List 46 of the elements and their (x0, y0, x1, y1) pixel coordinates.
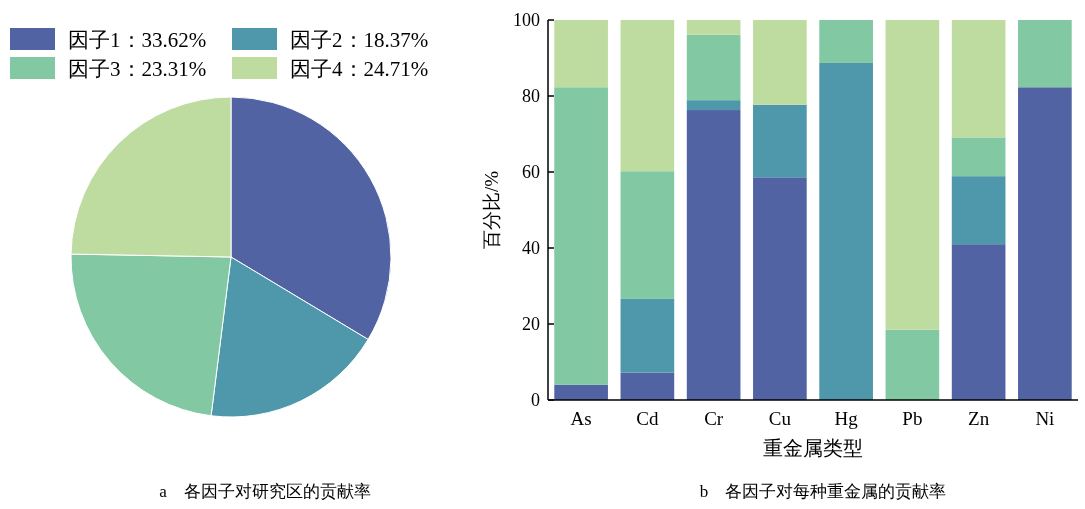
bar (620, 372, 675, 400)
bar (885, 329, 940, 400)
x-tick-label: Cd (636, 408, 659, 429)
x-tick-label: As (570, 408, 592, 429)
x-tick-label: Cr (704, 408, 724, 429)
bar (951, 20, 1006, 138)
bar (1018, 20, 1072, 88)
bar (819, 20, 873, 63)
bar (819, 62, 873, 400)
y-tick-label: 100 (513, 10, 540, 30)
y-tick-label: 40 (522, 238, 540, 258)
x-axis-title: 重金属类型 (763, 437, 863, 459)
bar (554, 20, 608, 88)
bar (753, 177, 807, 400)
bar (620, 171, 675, 299)
y-tick-label: 0 (531, 390, 540, 410)
bar (620, 298, 675, 373)
text: a 各因子对研究区的贡献率 (159, 482, 371, 501)
x-tick-label: Hg (834, 408, 859, 429)
bar (753, 104, 807, 178)
x-tick-label: Zn (968, 408, 990, 429)
bar (554, 87, 608, 385)
y-tick-label: 20 (522, 314, 540, 334)
legend-label: 因子4：24.71% (290, 57, 429, 81)
bar (554, 384, 608, 400)
bar (951, 244, 1006, 400)
text: b 各因子对每种重金属的贡献率 (699, 482, 947, 501)
bar (753, 20, 807, 105)
legend-label: 因子1：33.62% (68, 28, 207, 52)
bar (620, 20, 675, 172)
y-tick-label: 60 (522, 162, 540, 182)
bar (951, 176, 1006, 245)
legend-label: 因子3：23.31% (68, 57, 207, 81)
legend-label: 因子2：18.37% (290, 28, 429, 52)
bar (686, 100, 741, 111)
x-tick-label: Pb (902, 408, 923, 429)
x-tick-label: Ni (1035, 408, 1055, 429)
y-axis-title: 百分比/% (481, 170, 502, 250)
y-tick-label: 80 (522, 86, 540, 106)
bar (1018, 87, 1072, 400)
bar (885, 20, 940, 330)
bar (686, 110, 741, 400)
bar (686, 34, 741, 101)
bar (951, 137, 1006, 177)
x-tick-label: Cu (768, 408, 792, 429)
bar (686, 20, 741, 35)
